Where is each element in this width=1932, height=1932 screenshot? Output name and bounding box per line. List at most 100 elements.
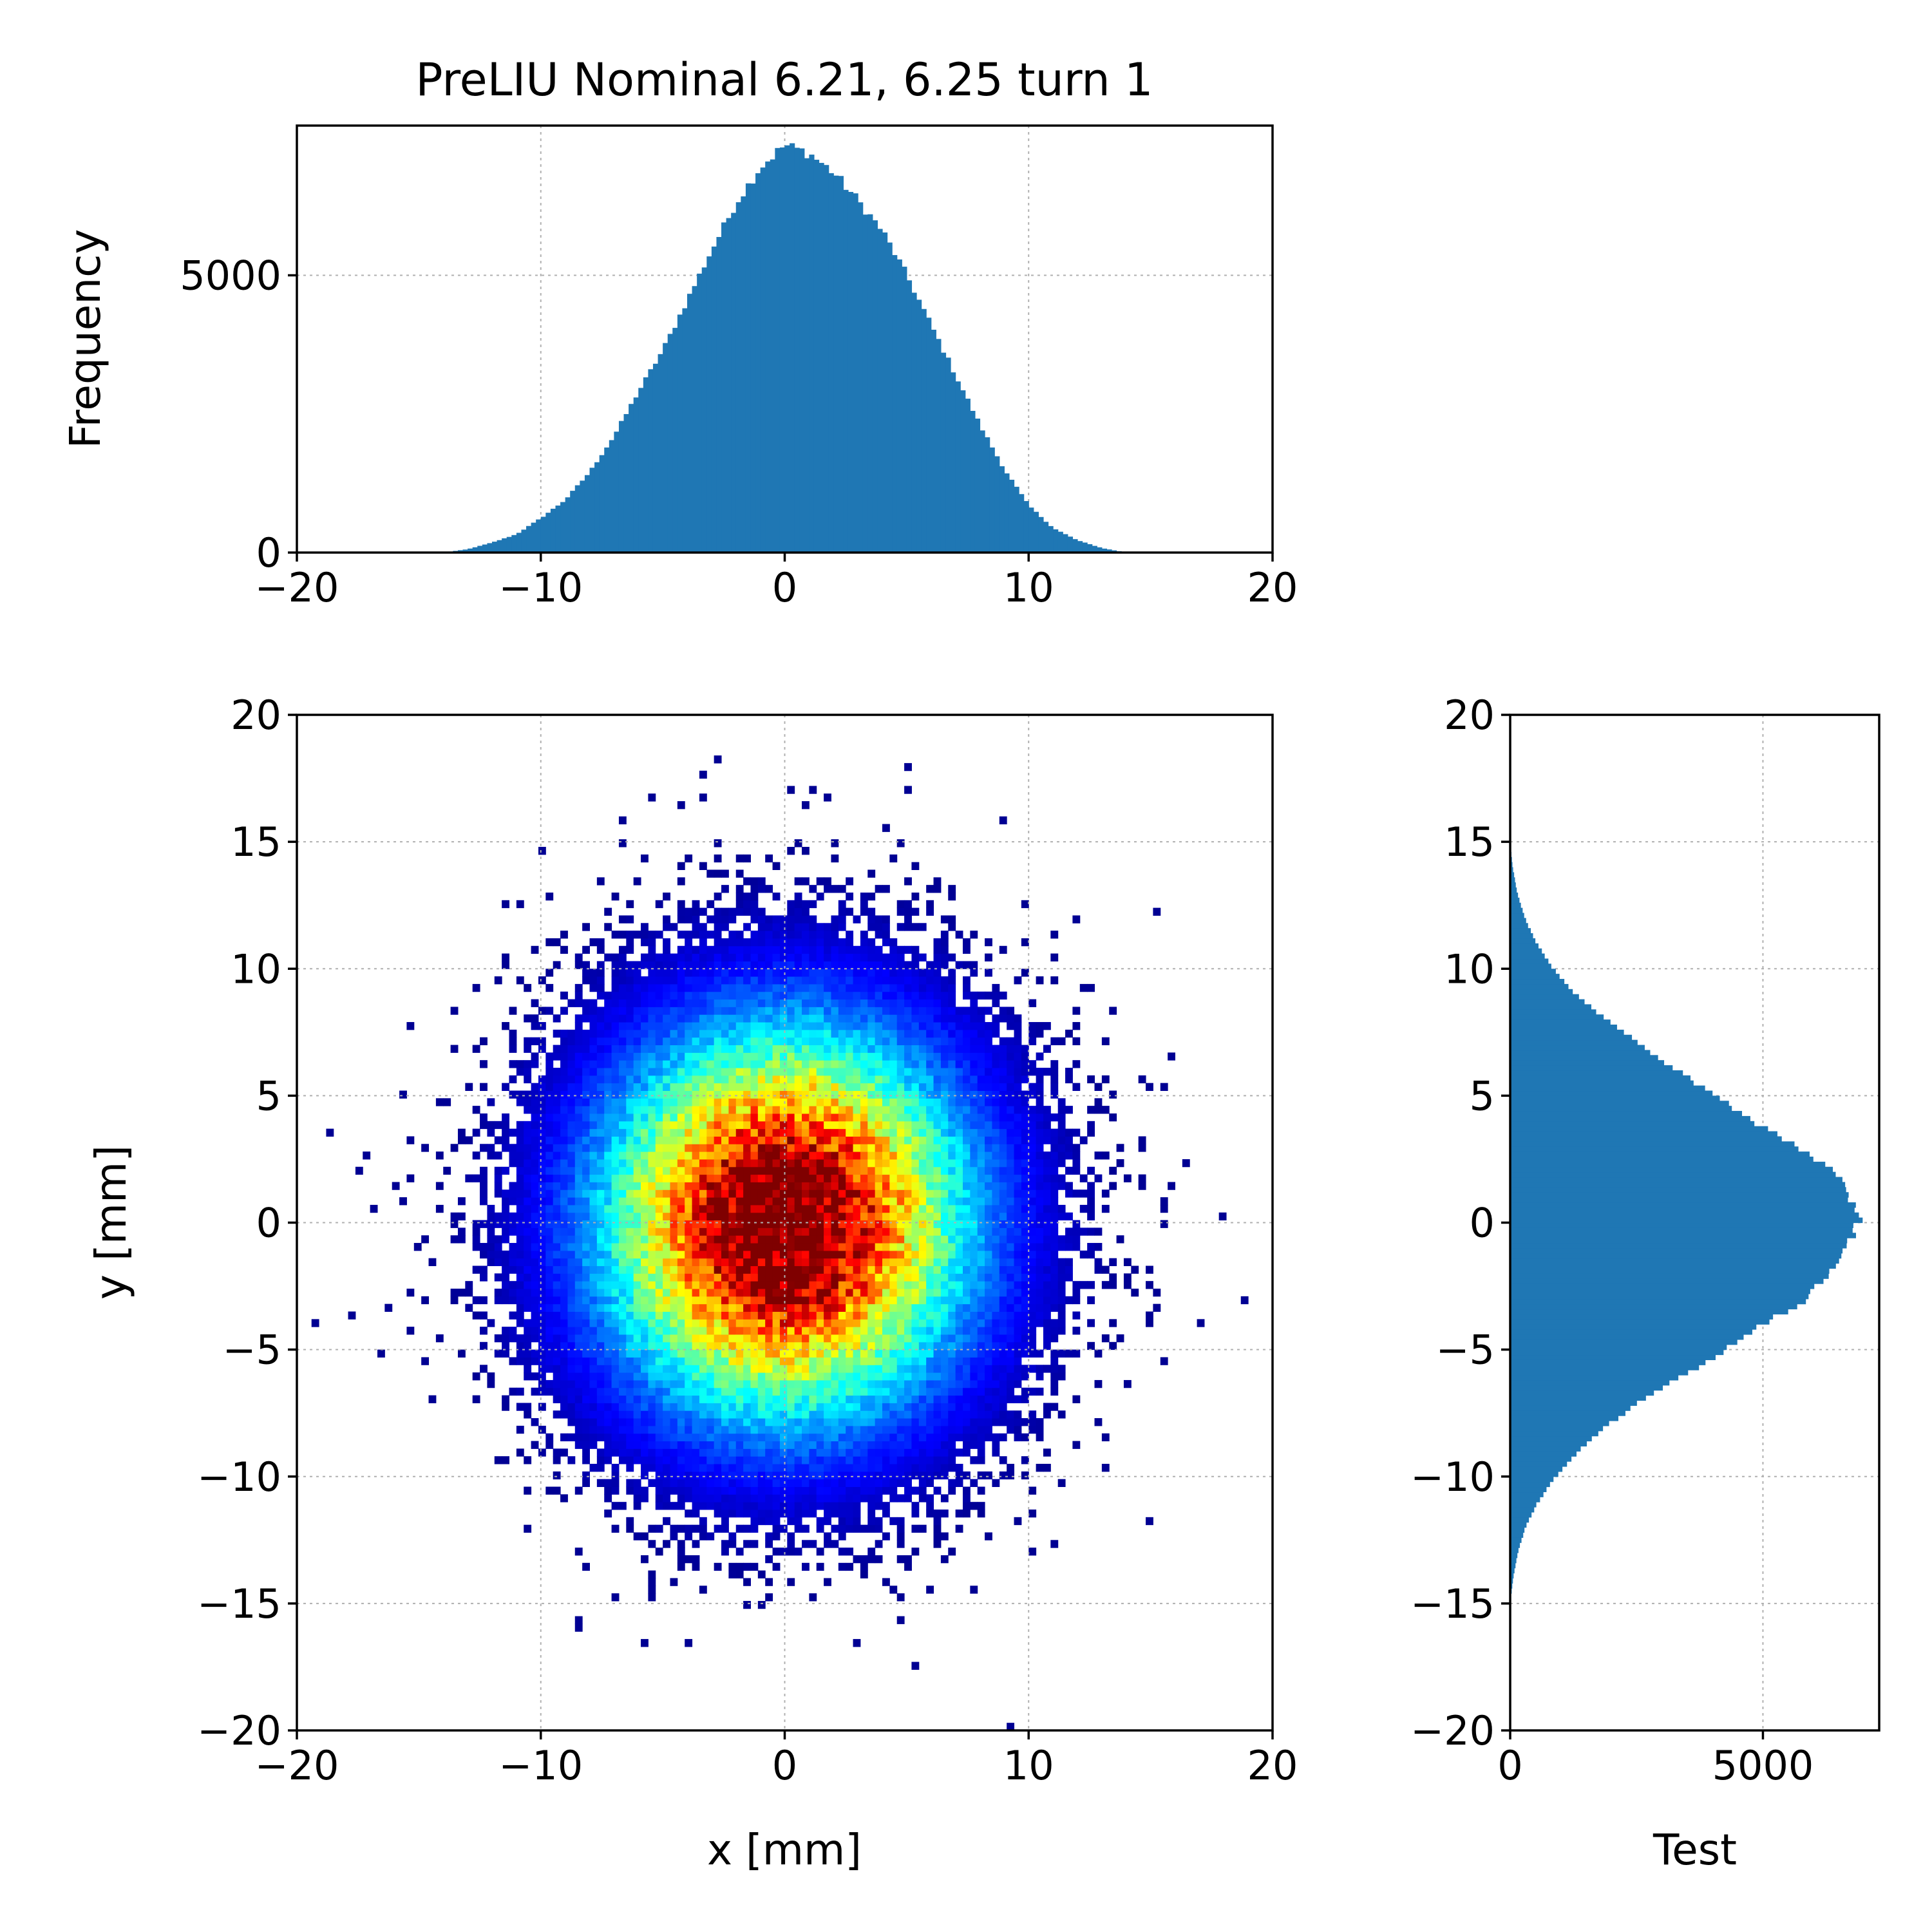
- density-cell: [502, 1281, 510, 1289]
- density-cell: [765, 1128, 773, 1137]
- density-cell: [743, 1258, 751, 1267]
- density-cell: [853, 1357, 861, 1365]
- density-cell: [765, 1372, 773, 1381]
- density-cell: [955, 1425, 963, 1434]
- density-cell: [904, 1425, 912, 1434]
- density-cell: [824, 1273, 831, 1282]
- density-cell: [904, 1159, 912, 1168]
- density-cell: [677, 1182, 685, 1190]
- density-cell: [721, 1441, 729, 1449]
- density-cell: [604, 1174, 612, 1182]
- density-cell: [655, 1379, 663, 1388]
- density-cell: [765, 1593, 773, 1602]
- density-cell: [896, 1479, 905, 1488]
- density-cell: [655, 961, 663, 969]
- density-cell: [853, 1128, 861, 1137]
- density-cell: [940, 1365, 949, 1373]
- density-cell: [779, 961, 788, 969]
- density-cell: [472, 1372, 480, 1381]
- density-cell: [626, 1456, 634, 1464]
- density-cell: [802, 938, 810, 947]
- density-cell: [933, 1532, 942, 1540]
- density-cell: [860, 1007, 868, 1015]
- density-cell: [779, 1502, 788, 1510]
- density-cell: [794, 1311, 802, 1320]
- density-cell: [802, 1083, 810, 1091]
- density-cell: [670, 961, 678, 969]
- density-cell: [538, 1425, 546, 1434]
- density-cell: [728, 1174, 737, 1182]
- density-cell: [802, 1456, 810, 1464]
- density-cell: [663, 1395, 670, 1403]
- density-cell: [779, 1311, 788, 1320]
- density-cell: [728, 1083, 737, 1091]
- density-cell: [882, 1128, 890, 1137]
- density-cell: [757, 1441, 766, 1449]
- density-cell: [824, 1365, 831, 1373]
- density-cell: [918, 1204, 927, 1213]
- density-cell: [663, 1502, 670, 1510]
- density-cell: [911, 1227, 920, 1236]
- density-cell: [875, 1243, 883, 1251]
- density-cell: [853, 1060, 861, 1068]
- density-cell: [611, 1235, 620, 1244]
- density-cell: [794, 1289, 802, 1297]
- density-cell: [911, 1144, 920, 1152]
- density-cell: [663, 1494, 670, 1502]
- density-cell: [706, 1098, 715, 1106]
- density-cell: [721, 1128, 729, 1137]
- density-cell: [582, 1045, 590, 1053]
- density-cell: [750, 999, 759, 1007]
- density-cell: [641, 1220, 649, 1228]
- density-cell: [772, 1410, 781, 1419]
- density-cell: [911, 1524, 920, 1533]
- density-cell: [889, 1471, 898, 1480]
- density-cell: [831, 923, 839, 931]
- density-cell: [889, 1007, 898, 1015]
- density-cell: [721, 1395, 729, 1403]
- density-cell: [743, 892, 751, 901]
- density-cell: [750, 976, 759, 985]
- density-cell: [948, 1235, 956, 1244]
- density-cell: [926, 1007, 934, 1015]
- density-cell: [626, 1220, 634, 1228]
- density-cell: [545, 1060, 554, 1068]
- density-cell: [853, 1144, 861, 1152]
- density-cell: [743, 1075, 751, 1084]
- density-cell: [838, 1281, 846, 1289]
- density-cell: [538, 1151, 546, 1160]
- density-cell: [948, 1258, 956, 1267]
- density-cell: [794, 1098, 802, 1106]
- density-cell: [860, 1014, 868, 1023]
- density-cell: [626, 1189, 634, 1198]
- density-cell: [794, 1418, 802, 1426]
- density-cell: [955, 1068, 963, 1076]
- density-cell: [875, 1014, 883, 1023]
- density-cell: [948, 1303, 956, 1312]
- density-cell: [809, 1182, 817, 1190]
- density-cell: [933, 885, 942, 893]
- density-cell: [728, 1007, 737, 1015]
- density-cell: [706, 1197, 715, 1206]
- density-cell: [750, 1068, 759, 1076]
- density-cell: [882, 1144, 890, 1152]
- density-cell: [472, 1311, 480, 1320]
- density-cell: [685, 1212, 693, 1221]
- density-cell: [582, 1128, 590, 1137]
- density-cell: [889, 1258, 898, 1267]
- top-histogram-bar: [560, 502, 566, 553]
- density-cell: [955, 1319, 963, 1327]
- density-cell: [743, 1243, 751, 1251]
- density-cell: [743, 1029, 751, 1038]
- density-cell: [648, 1052, 656, 1061]
- density-cell: [962, 1471, 971, 1480]
- density-cell: [838, 1235, 846, 1244]
- density-cell: [867, 1456, 876, 1464]
- top-histogram-bars: [443, 143, 1127, 553]
- density-cell: [802, 1151, 810, 1160]
- density-cell: [553, 1296, 561, 1305]
- density-cell: [772, 1349, 781, 1358]
- density-cell: [896, 1303, 905, 1312]
- density-cell: [867, 1448, 876, 1457]
- density-cell: [765, 1037, 773, 1046]
